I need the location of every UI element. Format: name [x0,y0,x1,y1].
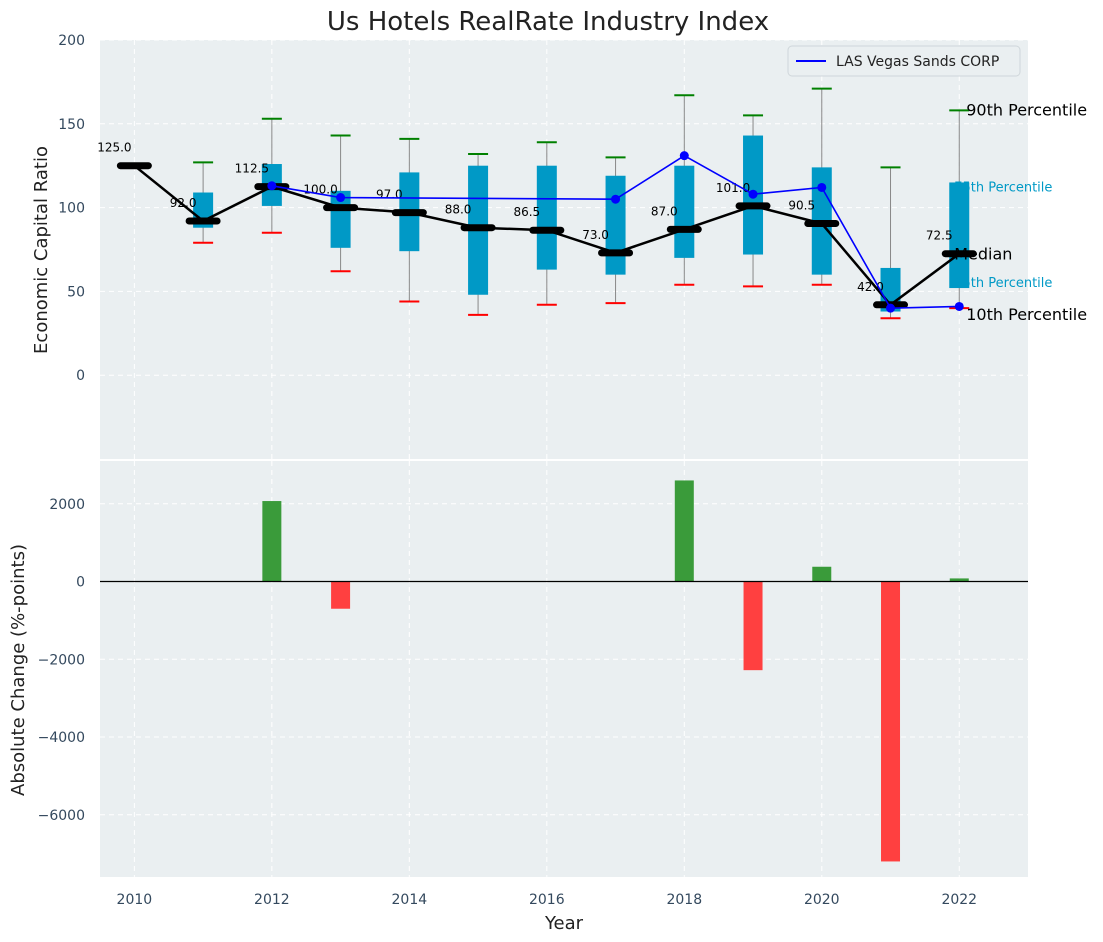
company-point [886,303,896,313]
x-tick-label: 2020 [804,892,840,908]
label-75th-percentile: 75th Percentile [954,180,1052,195]
company-point [267,181,277,191]
iqr-box [674,165,695,258]
top-y-tick-label: 50 [67,284,85,300]
top-y-axis-label: Economic Capital Ratio [31,146,52,354]
change-bar [812,566,832,582]
label-25th-percentile: 25th Percentile [954,276,1052,291]
company-series [267,151,964,313]
median-value-label: 42.0 [857,280,884,294]
change-bar [743,581,763,671]
change-bars [262,480,969,862]
median-value-label: 97.0 [376,188,403,202]
label-90th-percentile: 90th Percentile [966,100,1087,119]
x-tick-label: 2016 [529,892,565,908]
top-y-ticks: 0 50 100 150 200 [58,33,85,384]
legend-label-company: LAS Vegas Sands CORP [836,54,999,70]
median-value-label: 88.0 [445,203,472,217]
median-value-label: 72.5 [926,229,953,243]
top-y-tick-label: 0 [76,368,85,384]
median-value-label: 101.0 [716,181,750,195]
change-bar [674,480,694,582]
x-tick-label: 2010 [117,892,153,908]
bottom-y-tick-label: −4000 [38,730,85,746]
iqr-box [536,165,557,270]
median-value-label: 73.0 [582,228,609,242]
median-value-label: 92.0 [170,196,197,210]
x-tick-label: 2022 [941,892,977,908]
bottom-y-tick-label: −2000 [38,652,85,668]
median-value-label: 90.5 [788,199,815,213]
median-value-label: 86.5 [513,205,540,219]
percentile-labels: 90th Percentile 75th Percentile Median 25th… [954,100,1087,323]
x-tick-label: 2018 [666,892,702,908]
change-bar [262,501,282,582]
bottom-y-tick-label: 0 [76,575,85,591]
bottom-y-ticks: −6000 −4000 −2000 0 2000 [38,497,85,824]
top-y-tick-label: 200 [58,33,85,49]
median-value-label: 112.5 [235,162,269,176]
company-point [336,193,346,203]
company-point [817,182,827,192]
bottom-plot-area [100,461,1028,877]
median-value-label: 125.0 [97,141,131,155]
iqr-box [605,175,626,275]
change-bar [949,578,969,582]
company-point [611,194,621,204]
top-y-tick-label: 150 [58,117,85,133]
top-y-tick-label: 100 [58,201,85,217]
legend-box [787,45,1021,77]
x-tick-label: 2014 [392,892,428,908]
change-bar [881,581,901,862]
company-point [954,301,964,311]
chart-title: Us Hotels RealRate Industry Index [327,7,769,37]
bottom-y-axis-label: Absolute Change (%-points) [8,544,29,796]
x-ticks: 2010 2012 2014 2016 2018 2020 2022 [117,892,978,908]
x-tick-label: 2012 [254,892,290,908]
company-point [679,151,689,161]
bottom-y-tick-label: −6000 [38,808,85,824]
iqr-box [949,182,970,289]
top-plot-area [100,40,1028,459]
bottom-y-tick-label: 2000 [49,497,85,513]
label-10th-percentile: 10th Percentile [966,305,1087,324]
company-point [748,189,758,199]
change-bar [331,581,351,609]
label-median: Median [954,245,1012,264]
legend: LAS Vegas Sands CORP [787,45,1021,77]
x-axis-label: Year [544,913,584,934]
median-value-label: 87.0 [651,204,678,218]
company-line [271,154,960,309]
